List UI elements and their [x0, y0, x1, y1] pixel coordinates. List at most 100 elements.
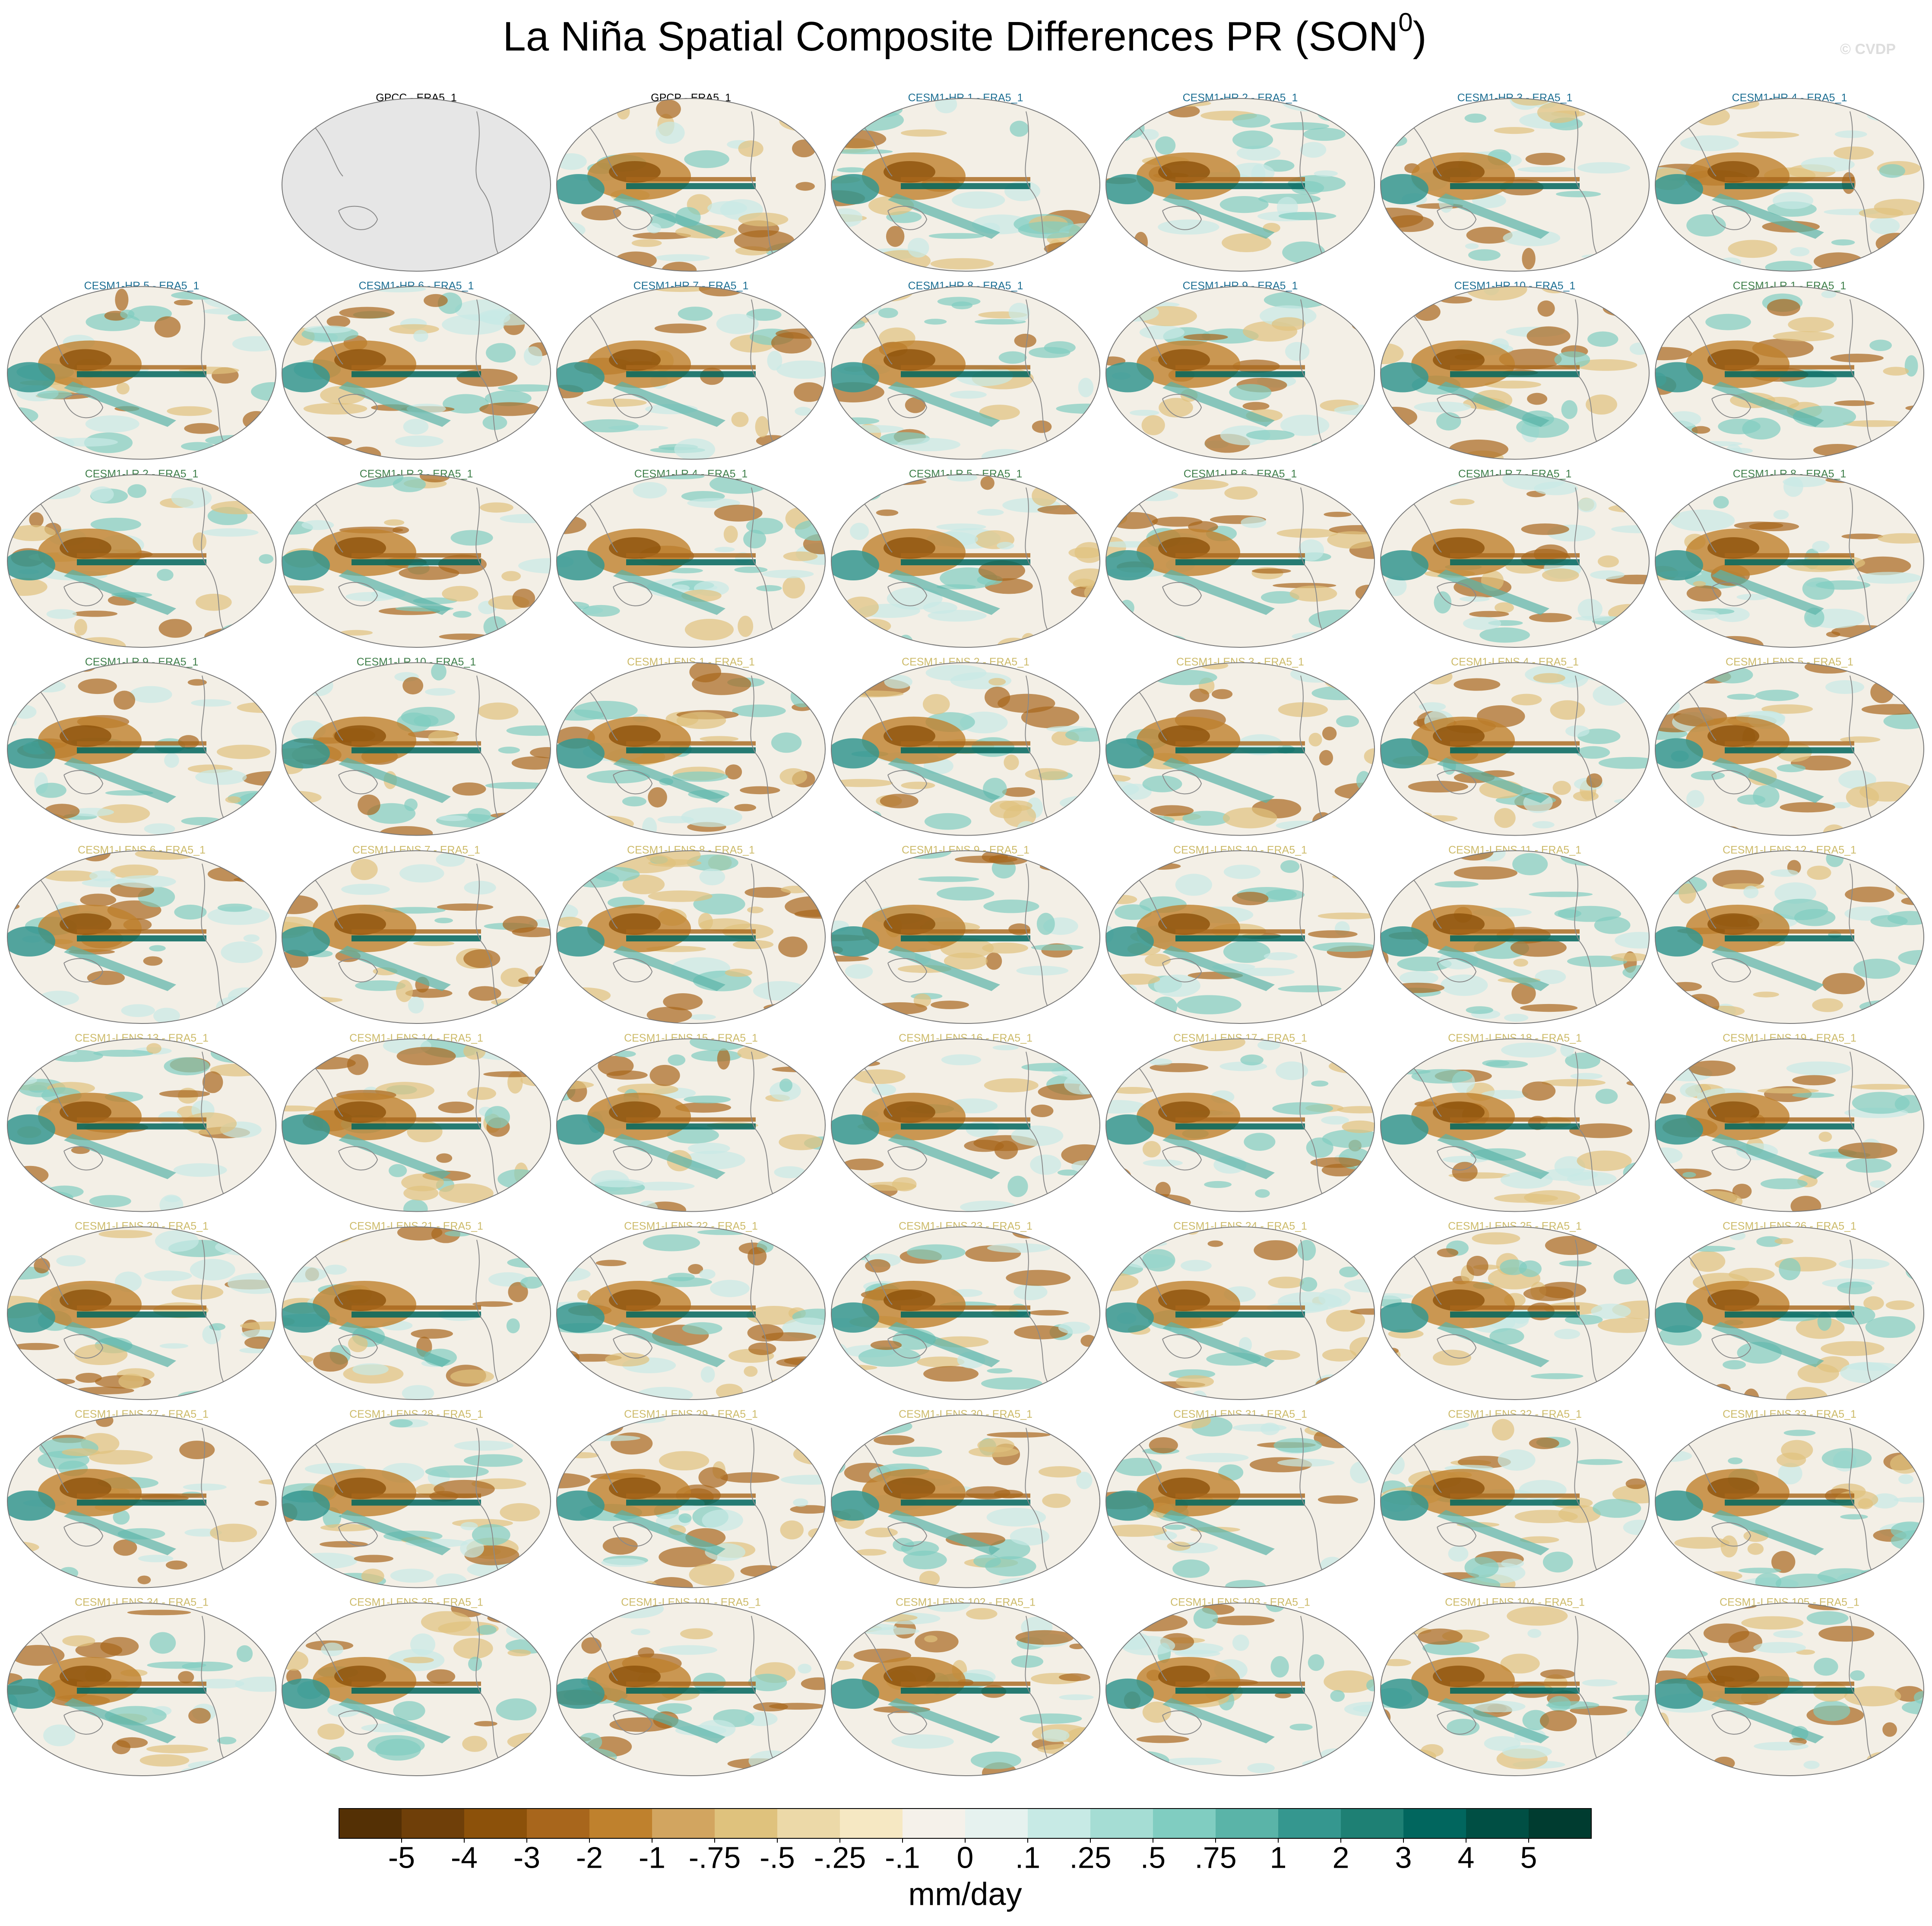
- map-texture: [793, 626, 825, 637]
- map-texture: [1586, 449, 1609, 459]
- map-texture: [1705, 314, 1751, 330]
- map-texture: [115, 288, 129, 311]
- map-texture: [1897, 632, 1915, 647]
- map-texture: [1027, 1015, 1083, 1021]
- map-texture: [901, 1493, 1030, 1498]
- map-texture: [688, 1143, 730, 1154]
- map-texture: [1883, 713, 1924, 729]
- map-texture: [1655, 1001, 1687, 1017]
- map: [7, 662, 276, 836]
- map-texture: [1494, 602, 1514, 613]
- coastline: [201, 1052, 224, 1194]
- map-texture: [186, 1205, 222, 1212]
- map-texture: [29, 512, 44, 528]
- map-texture: [1736, 594, 1769, 600]
- map-texture: [1162, 757, 1275, 803]
- map-texture: [7, 926, 55, 957]
- map-texture: [1175, 741, 1305, 746]
- map-texture: [966, 1608, 998, 1620]
- map-texture: [888, 381, 1000, 427]
- map-texture: [1623, 1741, 1649, 1755]
- map-texture: [970, 1752, 1021, 1769]
- map-texture: [1381, 1679, 1428, 1709]
- map-texture: [491, 1761, 511, 1776]
- map-texture: [181, 1767, 216, 1776]
- map-texture: [1172, 1559, 1210, 1578]
- map-texture: [678, 307, 713, 321]
- map-texture: [352, 371, 481, 377]
- map-texture: [195, 769, 247, 785]
- map-texture: [26, 1422, 53, 1438]
- map-texture: [89, 1450, 153, 1465]
- map-texture: [347, 1054, 369, 1075]
- map-texture: [210, 1524, 257, 1542]
- map-texture: [1842, 172, 1856, 194]
- map-texture: [725, 764, 742, 779]
- map-texture: [1036, 912, 1055, 935]
- map-texture: [1527, 393, 1548, 405]
- map-texture: [144, 823, 175, 835]
- map-texture: [1297, 1240, 1316, 1261]
- map-texture: [898, 634, 913, 647]
- map-texture: [843, 1158, 884, 1170]
- map-texture: [326, 315, 351, 328]
- map-texture: [454, 1440, 514, 1451]
- map-texture: [1337, 1106, 1375, 1114]
- map-texture: [1773, 510, 1789, 520]
- map-texture: [1847, 98, 1898, 105]
- map-texture: [992, 1045, 1019, 1051]
- map-texture: [852, 101, 903, 118]
- map-texture: [642, 1581, 658, 1588]
- map-texture: [888, 1698, 1000, 1743]
- map-texture: [113, 1510, 130, 1525]
- map: [7, 851, 276, 1023]
- map-texture: [854, 1418, 912, 1435]
- map-texture: [684, 618, 734, 641]
- map-texture: [1669, 982, 1702, 992]
- map-texture: [1452, 1162, 1478, 1182]
- map-texture: [1175, 929, 1305, 934]
- map-texture: [77, 365, 206, 370]
- map-texture: [7, 1302, 55, 1333]
- map-texture: [1142, 1701, 1172, 1723]
- map: [557, 98, 825, 271]
- map-texture: [831, 779, 893, 787]
- map-texture: [1774, 1238, 1794, 1245]
- map-texture: [1273, 1438, 1322, 1453]
- map-texture: [676, 712, 726, 729]
- map-texture: [1655, 738, 1703, 769]
- map-texture: [238, 629, 276, 647]
- map-texture: [1264, 952, 1298, 960]
- map-texture: [282, 1679, 330, 1709]
- map-texture: [1060, 795, 1100, 811]
- map-texture: [1002, 787, 1036, 797]
- map-texture: [1757, 1088, 1819, 1094]
- map-texture: [467, 1087, 496, 1100]
- map-texture: [1877, 533, 1924, 544]
- map-texture: [61, 1448, 100, 1456]
- map-border: [7, 286, 276, 460]
- map-texture: [901, 935, 1030, 941]
- map-texture: [747, 906, 764, 913]
- map-texture: [559, 300, 589, 310]
- map-texture: [682, 1322, 722, 1335]
- map-texture: [831, 1456, 846, 1475]
- map-texture: [1576, 1764, 1636, 1776]
- map-border: [831, 1603, 1100, 1776]
- map-texture: [1113, 1191, 1143, 1197]
- map-texture: [147, 1661, 206, 1669]
- map-texture: [120, 309, 135, 319]
- map-texture: [77, 1682, 206, 1686]
- map-texture: [241, 1415, 263, 1425]
- map-texture: [1839, 1258, 1890, 1269]
- map-texture: [7, 445, 70, 459]
- map-texture: [500, 1503, 540, 1522]
- map-texture: [831, 1114, 879, 1145]
- map-texture: [1468, 249, 1501, 261]
- map-texture: [436, 852, 465, 867]
- map-texture: [1655, 825, 1684, 836]
- coastline: [750, 1428, 773, 1571]
- map-texture: [529, 1743, 551, 1761]
- map-texture: [1144, 953, 1171, 966]
- map-texture: [282, 1051, 295, 1064]
